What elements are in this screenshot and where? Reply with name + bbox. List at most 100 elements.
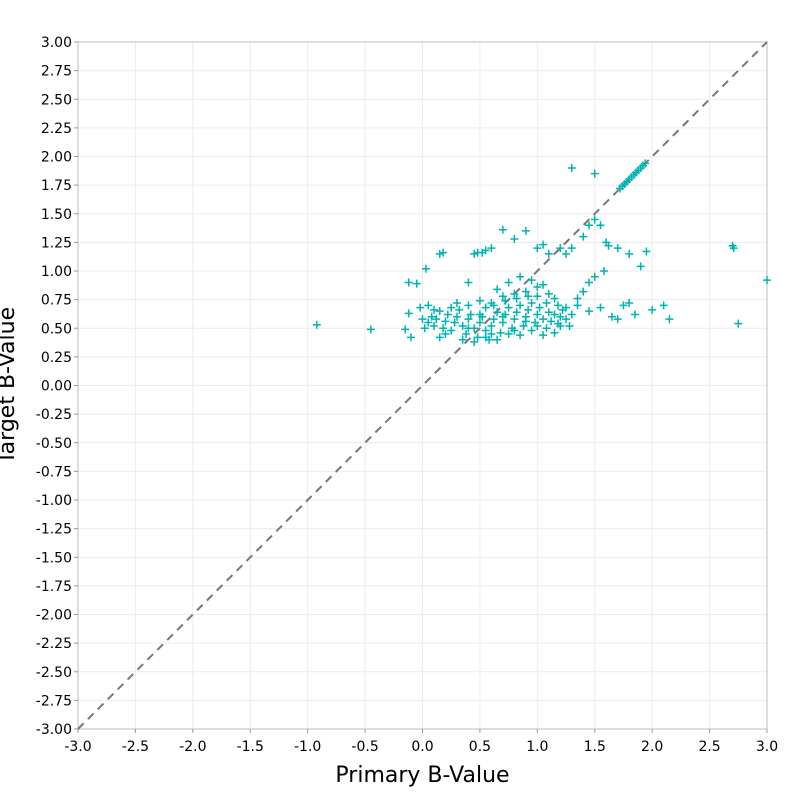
y-tick-label: -1.75 — [36, 579, 72, 595]
data-point — [607, 312, 616, 321]
data-point — [641, 159, 650, 168]
data-point — [487, 321, 496, 330]
y-tick-label: -0.50 — [36, 436, 72, 452]
data-point — [498, 312, 507, 321]
data-point — [481, 333, 490, 342]
data-point — [464, 315, 473, 324]
data-point — [539, 240, 548, 249]
data-point — [527, 326, 536, 335]
data-point — [439, 248, 448, 257]
data-point — [458, 335, 467, 344]
data-point — [481, 246, 490, 255]
data-point — [516, 331, 525, 340]
data-point — [510, 289, 519, 298]
x-axis-title: Primary B-Value — [335, 763, 509, 788]
data-point — [565, 321, 574, 330]
data-point — [562, 303, 571, 312]
x-tick-label: -0.5 — [351, 739, 378, 755]
y-tick-label: 0.75 — [41, 293, 72, 309]
x-tick-label: 2.0 — [641, 739, 663, 755]
data-point — [429, 321, 438, 330]
data-point — [524, 305, 533, 314]
data-point — [501, 296, 510, 305]
y-tick-label: -1.25 — [36, 522, 72, 538]
y-tick-label: -2.25 — [36, 636, 72, 652]
data-point — [470, 249, 479, 258]
data-point — [418, 315, 427, 324]
y-tick-label: -0.25 — [36, 407, 72, 423]
x-tick-label: 0.5 — [469, 739, 491, 755]
data-point — [556, 321, 565, 330]
data-point — [550, 310, 559, 319]
data-point — [496, 328, 505, 337]
data-point — [599, 267, 608, 275]
data-point — [481, 326, 490, 335]
data-point — [466, 310, 475, 319]
data-point — [412, 279, 421, 288]
data-point — [596, 221, 605, 230]
data-point — [493, 308, 502, 317]
data-point — [729, 244, 738, 253]
y-tick-label: 3.00 — [41, 35, 72, 51]
data-point — [573, 294, 582, 303]
data-point — [464, 301, 473, 310]
data-point — [420, 324, 429, 333]
data-point — [493, 285, 502, 294]
data-point — [533, 321, 542, 330]
data-point — [404, 278, 413, 287]
data-point — [521, 317, 530, 326]
data-point — [636, 262, 645, 271]
data-point — [556, 312, 565, 321]
data-point — [435, 307, 444, 316]
data-point — [481, 303, 490, 312]
data-point — [475, 310, 484, 319]
data-point — [544, 289, 553, 298]
data-point — [452, 312, 461, 321]
data-point — [366, 325, 375, 334]
data-point — [544, 249, 553, 258]
data-point — [464, 324, 473, 333]
data-point — [441, 329, 450, 338]
data-point — [535, 303, 544, 312]
data-point — [498, 225, 507, 234]
data-point — [579, 287, 588, 296]
data-point — [464, 278, 473, 287]
data-point — [527, 276, 536, 285]
y-tick-label: 1.00 — [41, 264, 72, 280]
data-point — [512, 294, 521, 303]
y-tick-label: -1.00 — [36, 493, 72, 509]
data-point — [435, 333, 444, 342]
data-point — [473, 333, 482, 342]
data-points — [312, 159, 771, 346]
data-point — [630, 310, 639, 319]
data-point — [550, 294, 559, 303]
data-point — [556, 244, 565, 253]
data-point — [567, 244, 576, 253]
data-point — [493, 335, 502, 344]
data-point — [550, 328, 559, 337]
data-point — [404, 309, 413, 318]
x-tick-label: -2.0 — [179, 739, 206, 755]
y-tick-label: 2.75 — [41, 64, 72, 80]
y-tick-label: -2.00 — [36, 608, 72, 624]
x-tick-label: 0.0 — [411, 739, 433, 755]
x-tick-label: 3.0 — [756, 739, 778, 755]
y-axis-title: Target B-Value — [0, 307, 20, 465]
data-point — [533, 283, 542, 292]
data-point — [585, 278, 594, 287]
data-point — [533, 292, 542, 301]
data-point — [533, 310, 542, 319]
data-point — [554, 301, 563, 310]
y-tick-label: -0.75 — [36, 464, 72, 480]
data-point — [504, 329, 513, 338]
y-tick-label: -1.50 — [36, 550, 72, 566]
data-point — [590, 272, 599, 281]
data-point — [527, 299, 536, 308]
data-point — [498, 292, 507, 301]
data-point — [542, 324, 551, 333]
data-point — [475, 296, 484, 305]
data-point — [567, 163, 576, 172]
data-point — [562, 315, 571, 324]
y-tick-label: -2.75 — [36, 693, 72, 709]
